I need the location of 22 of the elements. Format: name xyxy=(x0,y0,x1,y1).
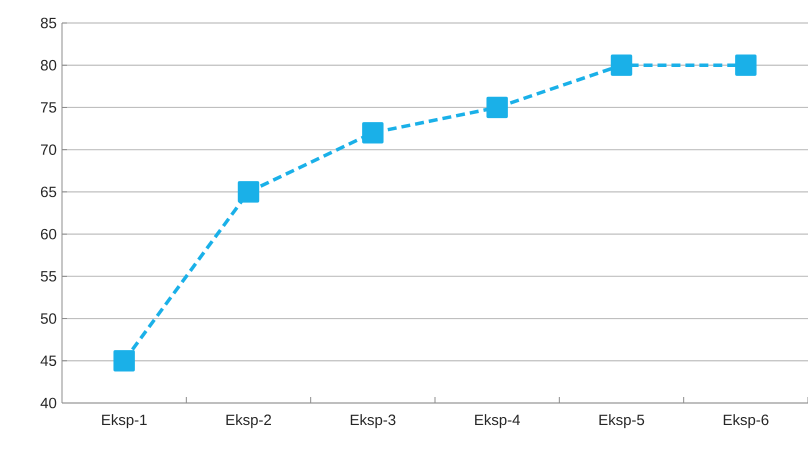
x-tick-label: Eksp-3 xyxy=(350,414,396,428)
point xyxy=(486,96,508,118)
y-tick-label: 80 xyxy=(40,60,56,71)
y-tick-label: 60 xyxy=(40,228,56,240)
point xyxy=(362,122,384,144)
y-tick-label: 50 xyxy=(40,313,56,324)
y-tick-label: 55 xyxy=(40,271,56,282)
x-tick-label: Eksp-5 xyxy=(599,414,644,428)
y-tick-label: 70 xyxy=(40,144,56,155)
point xyxy=(238,181,260,203)
x-tick-label: Eksp-6 xyxy=(724,414,768,428)
x-tick-label: Eksp-1 xyxy=(102,414,147,428)
y-tick-label: 45 xyxy=(40,356,56,366)
x-tick-label: Eksp-2 xyxy=(226,414,272,428)
y-tick-label: 40 xyxy=(40,398,56,408)
y-tick-label: 65 xyxy=(40,186,56,198)
y-tick-label: 85 xyxy=(40,18,56,28)
point xyxy=(735,54,757,76)
point xyxy=(113,350,135,372)
point xyxy=(610,54,632,76)
x-tick-label: Eksp-4 xyxy=(475,414,520,428)
y-tick-label: 75 xyxy=(40,102,56,113)
